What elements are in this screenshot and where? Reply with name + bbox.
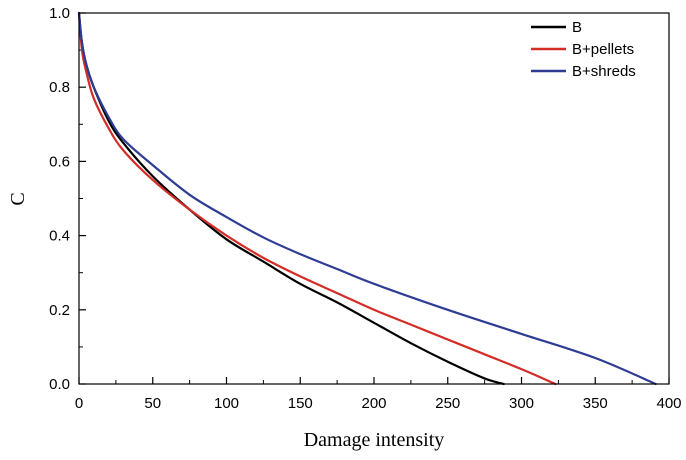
x-tick-label: 50: [144, 395, 161, 412]
y-tick-label: 0.2: [49, 302, 70, 319]
x-tick-label: 350: [583, 395, 608, 412]
y-axis-title: C: [7, 192, 29, 205]
x-tick-label: 250: [435, 395, 460, 412]
y-tick-label: 0.0: [49, 376, 70, 393]
ticks: 0 50 100 150 200 250 300 350 400 0.0 0.2 0.4 0.6 0.8 1…: [49, 5, 681, 412]
legend-label-b-pellets: B+pellets: [572, 41, 634, 58]
x-tick-label: 100: [214, 395, 239, 412]
legend-label-b-shreds: B+shreds: [572, 63, 636, 80]
plot-frame: [78, 12, 670, 385]
y-tick-label: 1.0: [49, 5, 70, 22]
series-lines: [77, 11, 657, 386]
x-tick-label: 150: [288, 395, 313, 412]
series-line-b-pellets: [77, 11, 557, 386]
x-tick-label: 0: [75, 395, 83, 412]
x-tick-label: 200: [361, 395, 386, 412]
x-tick-label: 300: [509, 395, 534, 412]
series-line-b-shreds: [77, 11, 657, 386]
legend: B B+pellets B+shreds: [531, 19, 636, 80]
x-axis-title: Damage intensity: [304, 429, 445, 451]
x-tick-label: 400: [656, 395, 681, 412]
series-line-b: [77, 11, 505, 386]
legend-label-b: B: [572, 19, 582, 36]
y-tick-label: 0.4: [49, 228, 70, 245]
y-tick-label: 0.8: [49, 79, 70, 96]
y-tick-label: 0.6: [49, 153, 70, 170]
